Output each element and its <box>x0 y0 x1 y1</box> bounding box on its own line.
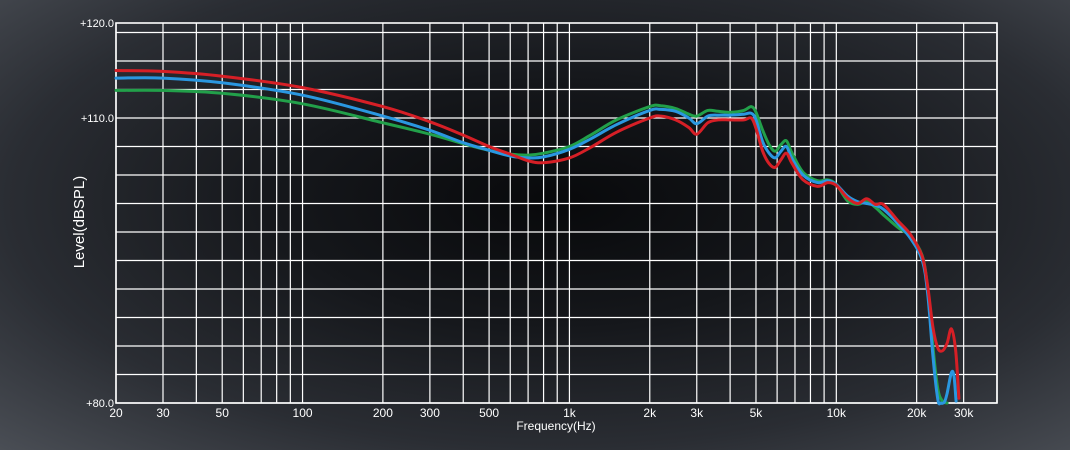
series-layer <box>114 69 961 406</box>
y-tick-label: +120.0 <box>80 18 114 30</box>
y-tick-labels: +120.0 +110.0 +80.0 <box>80 18 114 410</box>
x-tick-label: 30k <box>954 406 974 420</box>
series-line-3 <box>114 69 961 400</box>
x-tick-label: 20 <box>109 406 123 420</box>
x-tick-label: 3k <box>690 406 704 420</box>
x-tick-label: 20k <box>907 406 927 420</box>
x-tick-label: 100 <box>293 406 313 420</box>
x-tick-label: 200 <box>373 406 393 420</box>
x-axis-title: Frequency(Hz) <box>516 419 595 433</box>
x-tick-label: 1k <box>563 406 577 420</box>
x-tick-label: 300 <box>420 406 440 420</box>
x-tick-label: 10k <box>827 406 847 420</box>
y-tick-label: +110.0 <box>81 113 114 125</box>
series-line-2 <box>114 76 958 406</box>
y-axis-title: Level(dBSPL) <box>71 176 88 269</box>
x-tick-labels: 20 30 50 100 200 300 500 1k 2k 3k 5k 10k 20k 30k <box>109 406 974 420</box>
x-tick-label: 5k <box>750 406 764 420</box>
plot-frame <box>115 22 998 404</box>
x-tick-label: 30 <box>156 406 170 420</box>
x-tick-label: 50 <box>216 406 230 420</box>
y-tick-label: +80.0 <box>86 398 114 410</box>
x-tick-label: 500 <box>479 406 499 420</box>
x-tick-label: 2k <box>643 406 657 420</box>
series-line-1 <box>114 88 949 405</box>
